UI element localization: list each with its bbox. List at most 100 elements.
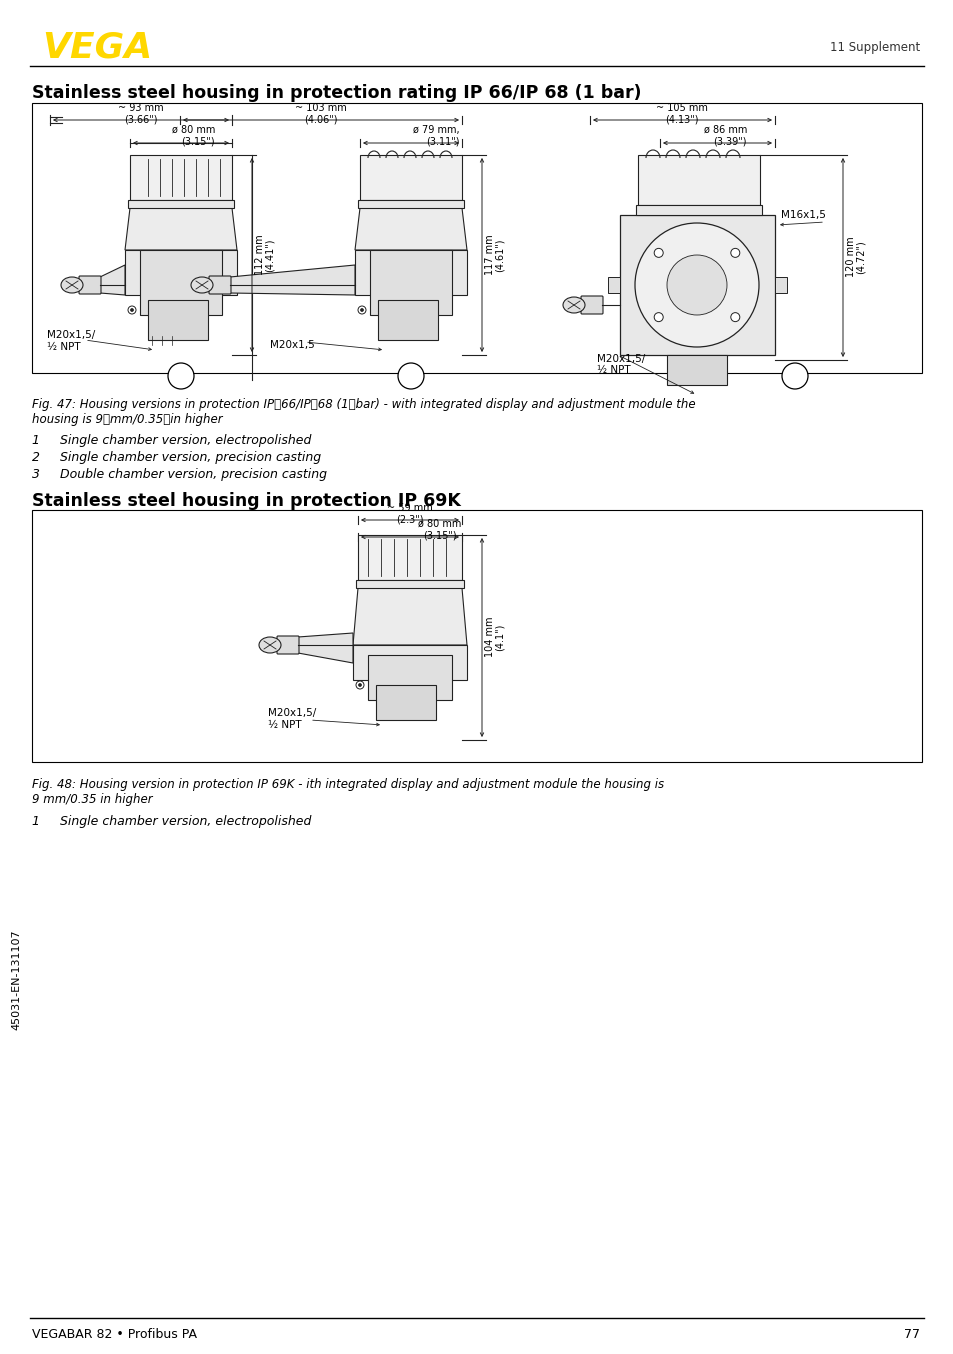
Circle shape	[168, 363, 193, 389]
Bar	[636, 204, 761, 215]
Circle shape	[654, 248, 662, 257]
Text: Fig. 47: Housing versions in protection IP66/IP68 (1bar) - with integrated di: Fig. 47: Housing versions in protection …	[32, 398, 695, 412]
Circle shape	[360, 309, 363, 311]
Text: 11 Supplement: 11 Supplement	[829, 42, 919, 54]
Text: (3.15"): (3.15")	[181, 135, 214, 146]
Text: (3.15"): (3.15")	[423, 529, 456, 540]
Text: 1: 1	[177, 370, 185, 382]
Bar	[666, 355, 726, 385]
Text: ~ 103 mm: ~ 103 mm	[294, 103, 347, 112]
Text: 2: 2	[407, 370, 415, 382]
Text: 104 mm: 104 mm	[484, 617, 495, 657]
Bar	[607, 278, 619, 292]
Text: (4.61"): (4.61")	[495, 238, 504, 272]
Text: 2     Single chamber version, precision casting: 2 Single chamber version, precision cast…	[32, 451, 321, 464]
Text: ø 79 mm,: ø 79 mm,	[413, 125, 459, 135]
Text: Stainless steel housing in protection rating IP 66/IP 68 (1 bar): Stainless steel housing in protection ra…	[32, 84, 640, 102]
Bar	[368, 655, 452, 700]
Text: M20x1,5/: M20x1,5/	[268, 708, 315, 718]
Text: (4.41"): (4.41")	[265, 238, 274, 272]
Text: VEGA: VEGA	[42, 31, 152, 65]
Circle shape	[357, 306, 366, 314]
Text: ø 86 mm: ø 86 mm	[703, 125, 746, 135]
Text: 1     Single chamber version, electropolished: 1 Single chamber version, electropolishe…	[32, 435, 311, 447]
Text: 3     Double chamber version, precision casting: 3 Double chamber version, precision cast…	[32, 468, 327, 481]
Bar	[353, 645, 467, 680]
Text: ½ NPT: ½ NPT	[597, 366, 630, 375]
Bar	[619, 215, 774, 355]
Text: 112 mm: 112 mm	[254, 234, 265, 275]
Text: ~ 93 mm: ~ 93 mm	[118, 103, 164, 112]
Text: 9 mm/0.35 in higher: 9 mm/0.35 in higher	[32, 793, 152, 806]
Bar	[355, 580, 463, 588]
Text: M20x1,5: M20x1,5	[270, 340, 314, 349]
Circle shape	[128, 306, 136, 314]
Ellipse shape	[61, 278, 83, 292]
Bar	[128, 200, 233, 209]
Bar	[125, 250, 236, 295]
Text: M20x1,5/: M20x1,5/	[597, 353, 644, 364]
Bar	[140, 250, 222, 315]
Text: (3.11"): (3.11")	[426, 135, 459, 146]
Ellipse shape	[191, 278, 213, 292]
Text: (4.06"): (4.06")	[304, 114, 337, 125]
FancyBboxPatch shape	[276, 636, 298, 654]
Text: (4.13"): (4.13")	[664, 114, 698, 125]
Bar	[370, 250, 452, 315]
Text: 45031-EN-131107: 45031-EN-131107	[11, 930, 21, 1030]
Polygon shape	[125, 209, 236, 250]
Bar	[355, 250, 467, 295]
Polygon shape	[297, 634, 353, 663]
Circle shape	[730, 248, 739, 257]
Polygon shape	[353, 588, 467, 645]
Text: ~ 105 mm: ~ 105 mm	[656, 103, 707, 112]
Circle shape	[131, 309, 133, 311]
Text: ½ NPT: ½ NPT	[268, 720, 301, 730]
Ellipse shape	[562, 297, 584, 313]
Bar	[638, 154, 760, 204]
Text: 120 mm: 120 mm	[845, 237, 855, 278]
Bar	[130, 154, 232, 200]
Circle shape	[635, 223, 759, 347]
Circle shape	[654, 313, 662, 322]
Text: ø 80 mm: ø 80 mm	[172, 125, 214, 135]
FancyBboxPatch shape	[580, 297, 602, 314]
Text: Stainless steel housing in protection IP 69K: Stainless steel housing in protection IP…	[32, 492, 460, 510]
FancyBboxPatch shape	[209, 276, 231, 294]
Text: ~ 59 mm: ~ 59 mm	[387, 502, 433, 513]
Circle shape	[666, 255, 726, 315]
Bar	[32, 510, 921, 762]
Polygon shape	[355, 209, 467, 250]
Text: (2.3"): (2.3")	[395, 515, 423, 524]
Text: ø 80 mm: ø 80 mm	[417, 519, 461, 529]
Text: (4.72"): (4.72")	[855, 240, 865, 274]
Ellipse shape	[258, 636, 281, 653]
Circle shape	[730, 313, 739, 322]
Text: M16x1,5: M16x1,5	[781, 210, 825, 219]
Text: 1     Single chamber version, electropolished: 1 Single chamber version, electropolishe…	[32, 815, 311, 829]
Polygon shape	[100, 265, 125, 295]
Bar	[148, 301, 208, 340]
Bar	[357, 200, 463, 209]
Text: 77: 77	[903, 1327, 919, 1340]
Circle shape	[781, 363, 807, 389]
Bar	[377, 301, 437, 340]
Bar	[32, 103, 921, 372]
Text: (4.1"): (4.1")	[495, 623, 504, 651]
Text: 3: 3	[790, 370, 798, 382]
Text: (3.66"): (3.66")	[124, 114, 157, 125]
Bar	[375, 685, 436, 720]
Text: VEGABAR 82 • Profibus PA: VEGABAR 82 • Profibus PA	[32, 1327, 196, 1340]
Text: housing is 9mm/0.35in higher: housing is 9mm/0.35in higher	[32, 413, 222, 427]
Text: ½ NPT: ½ NPT	[47, 343, 81, 352]
FancyBboxPatch shape	[79, 276, 101, 294]
Polygon shape	[230, 265, 355, 295]
Bar	[357, 535, 461, 580]
Circle shape	[355, 681, 364, 689]
Text: 117 mm: 117 mm	[484, 234, 495, 275]
Text: (3.39"): (3.39")	[713, 135, 746, 146]
Bar	[359, 154, 461, 200]
Bar	[774, 278, 786, 292]
Text: Fig. 48: Housing version in protection IP 69K - ith integrated display and adjus: Fig. 48: Housing version in protection I…	[32, 779, 663, 791]
Circle shape	[358, 684, 361, 686]
